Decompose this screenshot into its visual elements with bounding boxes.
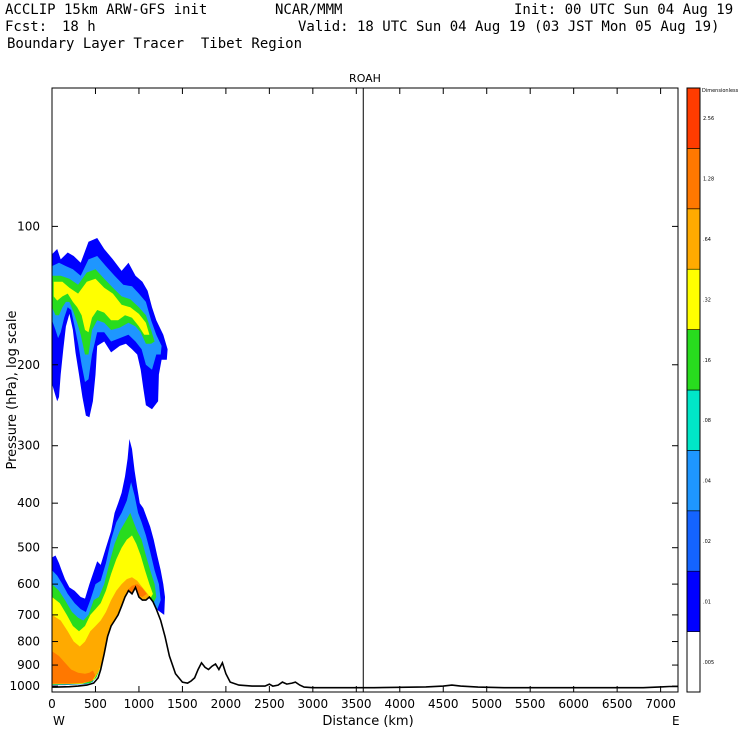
colorbar-level-label: .04 [703,479,711,485]
y-tick-label: 100 [17,219,40,233]
x-tick-label: 500 [84,697,107,711]
terrain-fill [52,587,678,692]
colorbar-swatch [686,631,701,693]
x-tick-label: 5000 [471,697,502,711]
x-tick-label: 3000 [298,697,329,711]
colorbar-level-label: .32 [703,297,711,303]
y-tick-label: 300 [17,439,40,453]
x-tick-label: 2000 [211,697,242,711]
colorbar-swatch [686,329,701,391]
y-axis-label: Pressure (hPa), log scale [5,311,20,470]
x-tick-label: 4000 [385,697,416,711]
header-model: ACCLIP 15km ARW-GFS init [5,2,208,18]
colorbar-level-label: .02 [703,539,711,545]
colorbar-frame [686,87,701,693]
header-init: Init: 00 UTC Sun 04 Aug 19 [514,2,734,18]
colorbar-swatch [686,389,701,451]
x-tick-label: 6500 [602,697,633,711]
x-tick-label: 2500 [254,697,285,711]
colorbar-swatch [686,450,701,512]
y-tick-label: 600 [17,577,40,591]
tracer-contour-region [53,278,150,335]
y-tick-label: 200 [17,358,40,372]
y-tick-label: 1000 [9,679,40,693]
x-tick-label: 1500 [167,697,198,711]
y-tick-label: 400 [17,496,40,510]
x-tick-label: 1000 [124,697,155,711]
header-fcst-value: 18 h [62,19,96,35]
colorbar-swatch [686,570,701,632]
colorbar-level-label: .01 [703,599,711,605]
y-tick-label: 700 [17,608,40,622]
x-axis-label: Distance (km) [322,714,413,729]
x-tick-label: 5500 [515,697,546,711]
east-label: E [672,714,680,728]
chart-title: ROAH [349,72,381,85]
y-tick-label: 800 [17,635,40,649]
header-valid: Valid: 18 UTC Sun 04 Aug 19 (03 JST Mon … [298,19,720,35]
x-tick-label: 4500 [428,697,459,711]
colorbar-swatch [686,510,701,572]
header-fcst-label: Fcst: [5,19,48,35]
west-label: W [53,714,65,728]
colorbar-level-label: .16 [703,358,711,364]
y-tick-label: 900 [17,658,40,672]
header-field: Boundary Layer Tracer Tibet Region [7,36,303,52]
colorbar-swatch [686,208,701,270]
x-tick-label: 7000 [645,697,676,711]
tracer-contour-region [52,651,96,684]
colorbar-level-label: .005 [703,660,714,666]
x-tick-label: 3500 [341,697,372,711]
terrain-line [52,585,678,689]
colorbar-level-label: .08 [703,418,711,424]
x-tick-label: 0 [48,697,56,711]
colorbar-swatch [686,87,701,149]
header-org: NCAR/MMM [275,2,343,18]
plot-frame [51,87,679,693]
colorbar-level-label: .64 [703,237,711,243]
y-tick-label: 500 [17,541,40,555]
colorbar-title: Dimensionless [702,88,739,94]
colorbar-swatch [686,268,701,330]
colorbar-swatch [686,148,701,210]
colorbar-level-label: 1.28 [703,177,714,183]
x-tick-label: 6000 [558,697,589,711]
colorbar-level-label: 2.56 [703,116,714,122]
